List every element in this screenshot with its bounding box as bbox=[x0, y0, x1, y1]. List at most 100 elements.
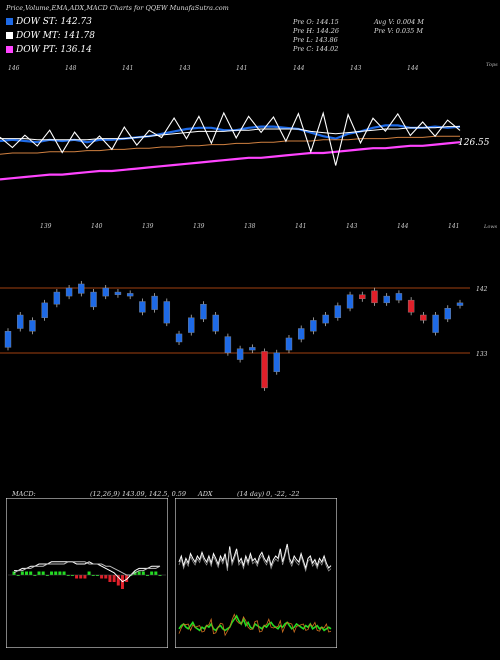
macd-params: (12,26,9) 143.09, 142.5, 0.59 bbox=[90, 490, 187, 498]
top-price-label: 141 bbox=[122, 65, 133, 72]
adx-panel bbox=[175, 498, 337, 648]
adx-label: ADX bbox=[198, 490, 213, 498]
macd-hist-bar bbox=[150, 571, 154, 575]
candle-body bbox=[65, 287, 73, 297]
candle-body bbox=[102, 287, 109, 297]
macd-hist-bar bbox=[137, 571, 141, 575]
candle-body bbox=[310, 320, 317, 332]
macd-hist-bar bbox=[20, 571, 24, 575]
macd-panel bbox=[6, 498, 168, 648]
candle-body bbox=[175, 333, 183, 343]
candle-body bbox=[139, 301, 146, 313]
macd-hist-bar bbox=[66, 575, 70, 576]
legend-swatch-mt bbox=[6, 32, 13, 39]
candle-body bbox=[17, 314, 24, 329]
adx-params: (14 day) 0, -22, -22 bbox=[237, 490, 300, 498]
ref-level-label: 142 bbox=[476, 286, 488, 293]
adx-di-shadow-line bbox=[178, 546, 332, 573]
top-price-label: 143 bbox=[350, 65, 362, 72]
macd-hist-bar bbox=[16, 575, 20, 576]
candle-body bbox=[322, 314, 329, 324]
ref-level-label: 133 bbox=[476, 351, 488, 358]
low-price-label: 143 bbox=[346, 223, 358, 230]
candle-body bbox=[273, 352, 280, 372]
ema-line-pt bbox=[0, 141, 461, 181]
top-price-label: 146 bbox=[8, 65, 20, 72]
candle-body bbox=[78, 283, 85, 294]
macd-hist-bar bbox=[25, 571, 29, 575]
top-price-label: 148 bbox=[65, 65, 77, 72]
candle-body bbox=[346, 294, 354, 309]
macd-hist-bar bbox=[50, 571, 54, 575]
candle-body bbox=[383, 295, 390, 304]
candle-body bbox=[285, 337, 293, 351]
low-price-label: 141 bbox=[295, 223, 306, 230]
legend-swatch-st bbox=[6, 18, 13, 25]
candle-body bbox=[359, 294, 366, 299]
macd-hist-bar bbox=[91, 575, 95, 576]
macd-hist-bar bbox=[58, 571, 62, 575]
macd-hist-bar bbox=[54, 571, 58, 575]
top-price-label: 144 bbox=[407, 65, 419, 72]
low-price-label: 140 bbox=[91, 223, 103, 230]
macd-hist-bar bbox=[116, 575, 120, 586]
macd-hist-bar bbox=[141, 571, 145, 575]
candle-body bbox=[236, 348, 244, 360]
macd-hist-bar bbox=[95, 575, 99, 576]
adx-green-line bbox=[178, 614, 332, 632]
macd-hist-bar bbox=[45, 575, 49, 576]
macd-hist-bar bbox=[104, 575, 108, 579]
macd-hist-bar bbox=[145, 575, 149, 576]
macd-hist-bar bbox=[83, 575, 87, 579]
candle-body bbox=[163, 301, 171, 324]
candle-body bbox=[456, 302, 464, 306]
candle-body bbox=[126, 293, 134, 297]
macd-hist-bar bbox=[29, 571, 33, 575]
low-price-label: 139 bbox=[40, 223, 52, 230]
macd-hist-bar bbox=[108, 575, 112, 582]
macd-hist-bar bbox=[62, 571, 66, 575]
stat-open: Pre O: 144.15 bbox=[293, 18, 339, 26]
candle-body bbox=[334, 305, 342, 318]
adx-frame bbox=[175, 498, 337, 648]
macd-hist-bar bbox=[33, 575, 37, 576]
price-close-line bbox=[0, 111, 461, 166]
legend-item-pt: DOW PT: 136.14 bbox=[6, 45, 92, 55]
macd-hist-bar bbox=[79, 575, 83, 579]
macd-hist-bar bbox=[125, 575, 129, 582]
top-price-label: 141 bbox=[236, 65, 247, 72]
candle-body bbox=[371, 290, 378, 304]
low-price-label: 138 bbox=[244, 223, 256, 230]
macd-hist-bar bbox=[154, 571, 158, 575]
macd-frame bbox=[6, 498, 168, 648]
stat-avg-volume: Avg V: 0.004 M bbox=[374, 18, 424, 26]
legend-label-st: DOW ST: 142.73 bbox=[16, 17, 92, 27]
candle-body bbox=[29, 320, 36, 332]
candle-body bbox=[432, 314, 439, 333]
candle-body bbox=[297, 328, 305, 340]
stat-close: Pre C: 144.02 bbox=[293, 45, 339, 53]
legend-item-mt: DOW MT: 141.78 bbox=[6, 31, 95, 41]
macd-hist-bar bbox=[37, 571, 41, 575]
candle-body bbox=[188, 317, 195, 333]
candle-body bbox=[151, 295, 158, 310]
low-price-label: 144 bbox=[397, 223, 409, 230]
macd-hist-bar bbox=[100, 575, 104, 579]
candle-body bbox=[395, 293, 403, 301]
macd-label: MACD: bbox=[12, 490, 36, 498]
macd-hist-bar bbox=[87, 571, 91, 575]
macd-hist-bar bbox=[75, 575, 79, 579]
adx-orange-line bbox=[178, 613, 332, 637]
stat-pre-volume: Pre V: 0.035 M bbox=[374, 27, 424, 35]
top-price-label: 143 bbox=[179, 65, 191, 72]
stat-high: Pre H: 144.26 bbox=[293, 27, 340, 35]
candle-body bbox=[41, 302, 48, 318]
macd-signal-line bbox=[13, 561, 161, 576]
legend-label-pt: DOW PT: 136.14 bbox=[16, 45, 92, 55]
macd-hist-bar bbox=[41, 571, 45, 575]
legend-label-mt: DOW MT: 141.78 bbox=[16, 31, 95, 41]
right-price-label: 126.55 bbox=[458, 138, 490, 148]
candle-body bbox=[444, 308, 451, 320]
candle-body bbox=[4, 331, 12, 348]
